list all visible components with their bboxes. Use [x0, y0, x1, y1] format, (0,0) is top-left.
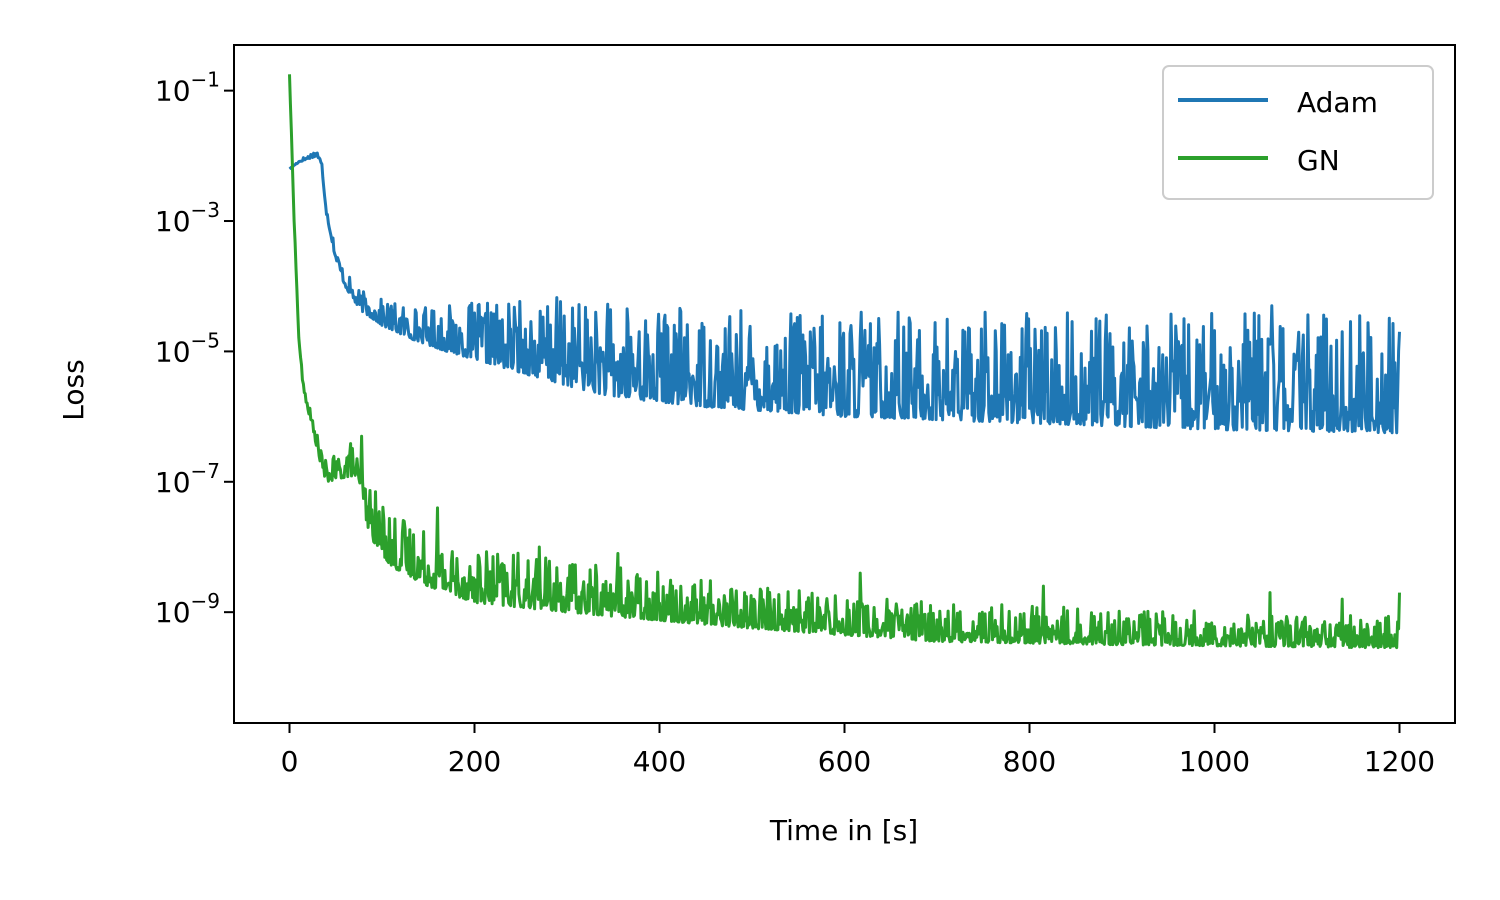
x-tick-label-3: 600 [818, 745, 871, 778]
y-tick-base-2: 10 [155, 335, 191, 368]
y-tick-exponent-4: −9 [191, 589, 220, 613]
x-tick-label-6: 1200 [1364, 745, 1435, 778]
y-tick-label-4: 10−9 [155, 589, 220, 629]
x-tick-label-4: 800 [1003, 745, 1056, 778]
y-tick-exponent-3: −7 [191, 459, 220, 483]
legend: Adam GN [1162, 65, 1434, 200]
x-tick-label-0: 0 [281, 745, 299, 778]
x-tick-label-1: 200 [448, 745, 501, 778]
y-tick-label-0: 10−1 [155, 68, 220, 108]
series-layer [288, 74, 1401, 650]
y-tick-label-2: 10−5 [155, 328, 220, 368]
x-tick-label-5: 1000 [1179, 745, 1250, 778]
y-tick-exponent-1: −3 [191, 198, 220, 222]
y-tick-label-3: 10−7 [155, 459, 220, 499]
series-line-gn [288, 74, 1401, 650]
y-tick-label-1: 10−3 [155, 198, 220, 238]
legend-label-adam: Adam [1297, 86, 1378, 119]
y-tick-base-1: 10 [155, 205, 191, 238]
y-tick-exponent-0: −1 [191, 68, 220, 92]
y-axis-label: Loss [57, 359, 90, 420]
x-axis-label: Time in [s] [769, 814, 918, 847]
x-tick-label-2: 400 [633, 745, 686, 778]
series-line-adam [288, 151, 1401, 435]
y-axis-ticks: 10−110−310−510−710−9 [155, 68, 234, 629]
y-tick-base-0: 10 [155, 75, 191, 108]
y-tick-exponent-2: −5 [191, 328, 220, 352]
y-tick-base-3: 10 [155, 466, 191, 499]
x-axis-ticks: 0 200 400 600 800 1000 1200 [281, 723, 1435, 778]
y-tick-base-4: 10 [155, 596, 191, 629]
legend-label-gn: GN [1297, 144, 1340, 177]
